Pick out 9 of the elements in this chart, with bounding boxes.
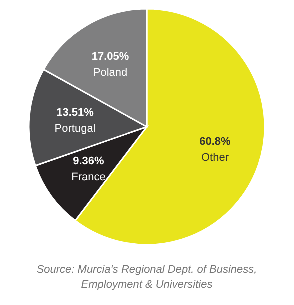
- data-label: 9.36%: [73, 155, 105, 168]
- source-note: Source: Murcia's Regional Dept. of Business, Employment & Universities: [36, 264, 258, 291]
- data-label: 60.8%: [200, 136, 232, 148]
- data-label: 17.05%: [92, 50, 130, 63]
- slice-label: Poland: [93, 66, 128, 79]
- data-label: 13.51%: [56, 106, 94, 119]
- slice-label: France: [72, 171, 106, 184]
- slice-label: Other: [201, 152, 230, 164]
- slice-label: Portugal: [54, 122, 96, 135]
